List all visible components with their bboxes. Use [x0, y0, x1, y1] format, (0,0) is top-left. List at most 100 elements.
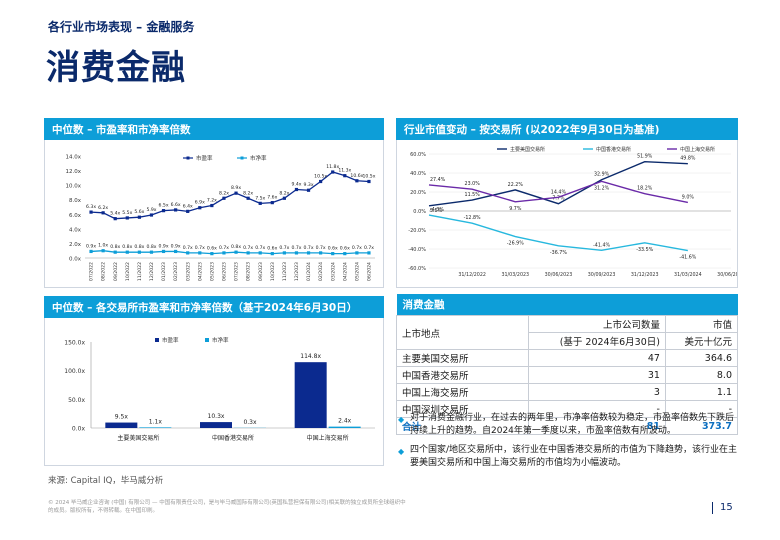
data-label: 5.5x — [122, 210, 132, 216]
col-value-header: 市值 — [664, 315, 739, 333]
x-tick-label: 02/2024 — [318, 262, 324, 281]
section-label: 各行业市场表现 – 金融服务 — [48, 20, 195, 34]
bar-市盈率 — [294, 362, 327, 428]
y-tick-label: 100.0x — [64, 368, 85, 375]
data-label: -33.5% — [636, 247, 653, 253]
series-line-市净率 — [91, 250, 369, 255]
data-point — [174, 249, 178, 254]
bar-市盈率 — [200, 422, 232, 428]
x-tick-label: 06/2023 — [222, 262, 228, 281]
legend-swatch — [155, 338, 159, 342]
data-label: 5.9x — [146, 207, 156, 213]
y-tick-label: 0.0x — [72, 426, 86, 433]
legend-label: 市净率 — [250, 154, 267, 162]
diamond-bullet-icon: ◆ — [398, 415, 405, 424]
series-line-中国香港交易所 — [428, 214, 688, 252]
median-pe-pb-panel: 中位数 – 市盈率和市净率倍数 0.0x 2.0x 4.0x 6.0x 8.0x 10.0… — [44, 118, 384, 288]
row-location: 主要美国交易所 — [396, 349, 529, 367]
panel-title: 中位数 – 市盈率和市净率倍数 — [44, 118, 384, 140]
data-label: 23.0% — [465, 181, 481, 187]
x-tick-label: 03/2024 — [330, 262, 336, 281]
page-title: 消费金融 — [46, 48, 186, 88]
page-number: 15 — [712, 502, 733, 513]
data-label: 0.7x — [364, 245, 374, 251]
x-tick-label: 02/2023 — [173, 262, 179, 281]
category-label: 主要美国交易所 — [117, 434, 159, 442]
data-label: 0.9x — [159, 243, 169, 249]
data-point — [331, 252, 335, 256]
x-tick-label: 03/2023 — [185, 262, 191, 281]
x-tick-label: 09/2023 — [258, 262, 264, 281]
y-tick-label: 0.0x — [69, 257, 82, 263]
data-label: 6.4x — [183, 203, 193, 209]
x-tick-label: 08/2023 — [246, 262, 252, 281]
data-label: 0.6x — [207, 246, 217, 252]
bullet-text: 对于消费金融行业，在过去的两年里，市净率倍数较为稳定，市盈率倍数先下跌后持续上升… — [410, 413, 735, 436]
table-row: 主要美国交易所 47 364.6 — [396, 349, 739, 367]
data-point — [258, 201, 262, 205]
data-label: 5.4x — [110, 211, 120, 217]
category-label: 中国上海交易所 — [307, 434, 349, 442]
legal-note: © 2024 毕马威企业咨询 (中国) 有限公司 — 中国有限责任公司，是与毕马… — [48, 500, 406, 514]
data-label: 5.6x — [134, 209, 144, 215]
x-tick-label: 30/09/2023 — [588, 272, 616, 278]
data-label: 10.5x — [362, 174, 375, 180]
data-label: 0.8x — [110, 244, 120, 250]
data-point — [149, 213, 154, 217]
data-label: 9.7% — [509, 206, 522, 212]
data-point — [149, 250, 154, 254]
data-point — [355, 179, 359, 183]
exchange-mktcap-panel: 行业市值变动 – 按交易所 (以2022年9月30日为基准) -60.0% -40… — [396, 118, 745, 288]
col-count-subheader: (基于 2024年6月30日) — [528, 332, 666, 350]
data-point — [125, 216, 129, 220]
data-point — [367, 179, 371, 184]
data-label: 7.6x — [267, 195, 277, 201]
x-tick-label: 30/06/2024 — [717, 272, 737, 278]
data-point — [355, 251, 359, 255]
category-label: 中国香港交易所 — [212, 434, 254, 442]
row-location: 中国上海交易所 — [396, 383, 529, 401]
data-label: 6.2x — [98, 205, 108, 211]
y-tick-label: 10.0x — [65, 184, 81, 190]
x-tick-label: 04/2024 — [342, 262, 348, 281]
data-label: 10.6x — [350, 173, 363, 179]
y-tick-label: -60.0% — [408, 266, 426, 272]
data-point — [222, 196, 226, 200]
data-point — [137, 250, 141, 254]
data-label: 0.3x — [243, 419, 257, 426]
data-point — [282, 196, 286, 200]
data-point — [161, 249, 166, 254]
bullet-item: ◆ 对于消费金融行业，在过去的两年里，市净率倍数较为稳定，市盈率倍数先下跌后持续… — [398, 412, 738, 438]
data-point — [101, 249, 105, 253]
data-label: 6.9x — [195, 200, 205, 206]
legend-label: 中国香港交易所 — [596, 146, 631, 153]
data-label: 0.7x — [291, 245, 301, 251]
data-point — [125, 250, 129, 254]
legend-swatch — [205, 338, 209, 342]
y-tick-label: 6.0x — [69, 213, 82, 219]
bullet-item: ◆ 四个国家/地区交易所中，该行业在中国香港交易所的市值为下降趋势，该行业在主要… — [398, 444, 738, 470]
data-label: 9.4x — [291, 182, 301, 188]
data-label: 0.6x — [267, 246, 277, 252]
source-note: 来源: Capital IQ，毕马威分析 — [48, 476, 164, 486]
data-point — [343, 174, 347, 178]
y-tick-label: 2.0x — [69, 242, 82, 248]
data-label: 1.1x — [149, 418, 163, 425]
data-label: 8.2x — [279, 190, 289, 196]
row-count: 3 — [528, 383, 666, 401]
data-label: 9.3x — [304, 182, 314, 188]
data-label: 0.7x — [316, 245, 326, 251]
x-tick-label: 30/06/2023 — [545, 272, 573, 278]
data-label: 0.8x — [122, 244, 132, 250]
panel-title: 行业市值变动 – 按交易所 (以2022年9月30日为基准) — [396, 118, 738, 140]
y-tick-label: 60.0% — [410, 152, 426, 158]
data-label: 0.7x — [183, 245, 193, 251]
exchange-mktcap-chart: -60.0% -40.0% -20.0% 0.0% 20.0% 40.0% 60.0% 31/… — [408, 146, 745, 278]
legend-marker — [186, 156, 190, 160]
data-label: 22.2% — [508, 182, 524, 188]
data-label: 0.9x — [171, 243, 181, 249]
data-label: -4.3% — [430, 207, 444, 213]
data-label: 11.5% — [465, 192, 481, 198]
data-label: 31.2% — [594, 185, 610, 191]
page-number-text: 15 — [720, 502, 733, 513]
